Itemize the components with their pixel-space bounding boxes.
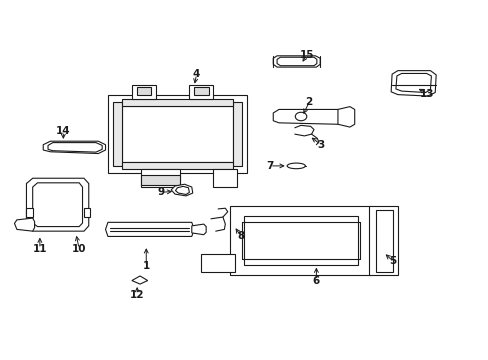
Text: 8: 8	[237, 231, 244, 242]
Polygon shape	[141, 170, 180, 187]
Polygon shape	[175, 186, 189, 194]
Text: 13: 13	[420, 89, 434, 99]
Polygon shape	[194, 86, 208, 95]
Text: 15: 15	[299, 50, 313, 60]
Polygon shape	[122, 162, 232, 170]
Polygon shape	[108, 95, 246, 173]
Polygon shape	[26, 208, 33, 217]
Polygon shape	[137, 86, 151, 95]
Polygon shape	[189, 85, 213, 99]
Polygon shape	[230, 207, 371, 275]
Polygon shape	[390, 71, 435, 96]
Polygon shape	[201, 254, 234, 272]
Text: 2: 2	[305, 98, 312, 107]
Polygon shape	[43, 141, 105, 154]
Polygon shape	[26, 178, 89, 231]
Polygon shape	[48, 143, 102, 152]
Polygon shape	[243, 216, 357, 265]
Polygon shape	[395, 73, 430, 93]
Text: 9: 9	[157, 187, 164, 197]
Polygon shape	[337, 107, 354, 127]
Text: 1: 1	[142, 261, 150, 271]
Polygon shape	[191, 224, 206, 235]
Polygon shape	[368, 207, 397, 275]
Polygon shape	[132, 85, 156, 99]
Polygon shape	[375, 210, 392, 272]
Ellipse shape	[286, 163, 305, 169]
Text: 14: 14	[56, 126, 71, 136]
Polygon shape	[105, 222, 194, 237]
Text: 3: 3	[317, 140, 324, 150]
Text: 10: 10	[72, 244, 86, 254]
Polygon shape	[122, 106, 232, 162]
Polygon shape	[232, 102, 242, 166]
Polygon shape	[213, 170, 237, 187]
Polygon shape	[122, 99, 232, 106]
Polygon shape	[84, 208, 90, 217]
Polygon shape	[15, 218, 35, 231]
Text: 6: 6	[312, 275, 319, 285]
Text: 11: 11	[33, 244, 47, 254]
Polygon shape	[273, 56, 320, 67]
Polygon shape	[33, 183, 82, 226]
Text: 5: 5	[388, 256, 396, 266]
Text: 12: 12	[130, 290, 144, 300]
Polygon shape	[141, 175, 180, 185]
Text: 4: 4	[192, 69, 200, 79]
Polygon shape	[277, 57, 316, 66]
Polygon shape	[171, 184, 192, 196]
Polygon shape	[132, 276, 147, 284]
Polygon shape	[273, 109, 342, 124]
Text: 7: 7	[265, 161, 273, 171]
Polygon shape	[112, 102, 122, 166]
